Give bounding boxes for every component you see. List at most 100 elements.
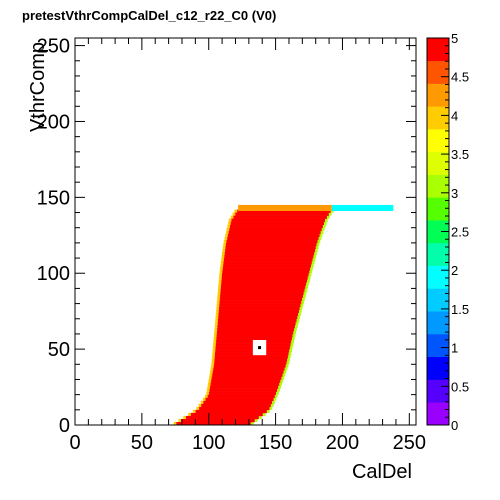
palette-swatch bbox=[427, 197, 449, 221]
heatmap-cell bbox=[307, 279, 310, 283]
heatmap-cell bbox=[196, 406, 200, 410]
x-axis: 0 50 100 150 200 250 bbox=[69, 38, 426, 454]
heatmap-cell bbox=[294, 324, 298, 328]
heatmap-cell bbox=[219, 297, 303, 301]
x-tick-label: 100 bbox=[192, 432, 225, 454]
palette-swatch bbox=[427, 106, 449, 130]
heatmap-cell bbox=[314, 251, 317, 256]
heatmap-cell bbox=[218, 279, 222, 283]
heatmap-cell bbox=[190, 412, 263, 417]
heatmap-cell bbox=[298, 309, 302, 313]
palette-swatch bbox=[427, 402, 449, 426]
heatmap-cell bbox=[224, 251, 315, 256]
heatmap-cell bbox=[215, 321, 218, 325]
z-tick-label: 2.5 bbox=[451, 225, 469, 240]
heatmap-cell bbox=[210, 385, 279, 389]
heatmap-cell bbox=[234, 209, 238, 213]
heatmap-cell bbox=[223, 261, 312, 265]
palette-swatch bbox=[427, 333, 449, 358]
heatmap-cell bbox=[319, 233, 323, 237]
z-tick-label: 0.5 bbox=[451, 379, 469, 394]
heatmap-cell bbox=[269, 406, 273, 410]
heatmap-cell bbox=[283, 370, 287, 374]
heatmap-cell bbox=[231, 218, 326, 222]
heatmap-cell bbox=[206, 388, 210, 392]
heatmap-cell bbox=[222, 248, 226, 252]
heatmap-cell bbox=[214, 327, 218, 331]
palette-swatch bbox=[427, 38, 449, 62]
heatmap-cell bbox=[214, 324, 218, 328]
z-tick-label: 3 bbox=[451, 186, 458, 201]
heatmap-cell bbox=[219, 300, 302, 304]
heatmap-cell bbox=[188, 412, 191, 416]
heatmap-cell bbox=[262, 412, 266, 416]
heatmap-cell bbox=[221, 282, 307, 286]
heatmap-cell bbox=[331, 204, 394, 212]
heatmap-cell bbox=[220, 261, 224, 265]
heatmap-cell bbox=[220, 285, 306, 289]
heatmap-cell bbox=[220, 291, 304, 295]
heatmap-cell bbox=[219, 270, 223, 274]
heatmap-cell bbox=[219, 303, 301, 307]
heatmap-cell bbox=[215, 349, 290, 353]
heatmap-cell bbox=[289, 349, 292, 353]
heatmap-cell bbox=[216, 309, 219, 313]
heatmap-cell bbox=[281, 376, 285, 380]
heatmap-cell bbox=[213, 336, 217, 341]
x-tick-label: 200 bbox=[326, 432, 359, 454]
heatmap-cell bbox=[214, 330, 217, 334]
heatmap-cell bbox=[176, 421, 251, 426]
heatmap-cell bbox=[230, 215, 234, 219]
heatmap-cell bbox=[225, 248, 316, 253]
z-tick-label: 1.5 bbox=[451, 302, 469, 317]
heatmap-cell bbox=[214, 355, 288, 359]
heatmap-cell bbox=[227, 233, 320, 238]
heatmap-cell bbox=[276, 391, 279, 395]
heatmap-cell bbox=[250, 421, 254, 425]
heatmap-cell bbox=[178, 418, 182, 422]
heatmap-cell bbox=[218, 315, 298, 320]
z-tick-label: 5 bbox=[451, 31, 458, 46]
heatmap-cell bbox=[323, 221, 327, 225]
heatmap-cell bbox=[307, 276, 311, 280]
heatmap-cell bbox=[273, 397, 277, 401]
heatmap-cell bbox=[218, 312, 299, 317]
heatmap-cell bbox=[228, 221, 231, 225]
heatmap-cell bbox=[235, 212, 329, 216]
heatmap-cell bbox=[291, 336, 295, 341]
palette-swatch bbox=[427, 242, 449, 266]
heatmap-cell bbox=[220, 294, 304, 298]
heatmap-cell bbox=[219, 276, 222, 280]
heatmap-cell bbox=[254, 418, 258, 422]
heatmap-cell bbox=[316, 242, 320, 246]
palette-swatch bbox=[427, 220, 449, 244]
heatmap-cell bbox=[328, 212, 332, 216]
heatmap-cell bbox=[217, 318, 297, 323]
heatmap-cell bbox=[216, 303, 220, 307]
heatmap-cell bbox=[210, 367, 214, 371]
heatmap-cell bbox=[205, 397, 274, 402]
heatmap-cell bbox=[321, 227, 325, 231]
x-tick-label: 0 bbox=[69, 432, 80, 454]
heatmap-cell bbox=[220, 288, 305, 292]
heatmap-cell bbox=[217, 321, 296, 326]
heatmap-cell bbox=[228, 230, 321, 235]
heatmap-cell bbox=[209, 388, 278, 392]
heatmap-cell bbox=[209, 373, 213, 377]
heatmap-cell bbox=[200, 400, 204, 404]
heatmap-cell bbox=[217, 327, 295, 332]
heatmap-cell bbox=[233, 215, 327, 219]
heatmap-cell bbox=[237, 209, 331, 213]
heatmap-cell bbox=[311, 261, 315, 265]
color-axis: 0 0.5 1 1.5 2 2.5 3 3.5 4 4.5 5 bbox=[441, 31, 469, 433]
heatmap-cell bbox=[230, 221, 324, 225]
heatmap-cell bbox=[226, 227, 230, 231]
heatmap-cell bbox=[208, 376, 212, 380]
heatmap-cell bbox=[222, 270, 310, 274]
heatmap-cell bbox=[223, 242, 226, 246]
heatmap-cell bbox=[227, 224, 231, 228]
heatmap-cell bbox=[211, 364, 214, 368]
heatmap-cell bbox=[279, 382, 283, 386]
heatmap-cell bbox=[213, 364, 286, 368]
